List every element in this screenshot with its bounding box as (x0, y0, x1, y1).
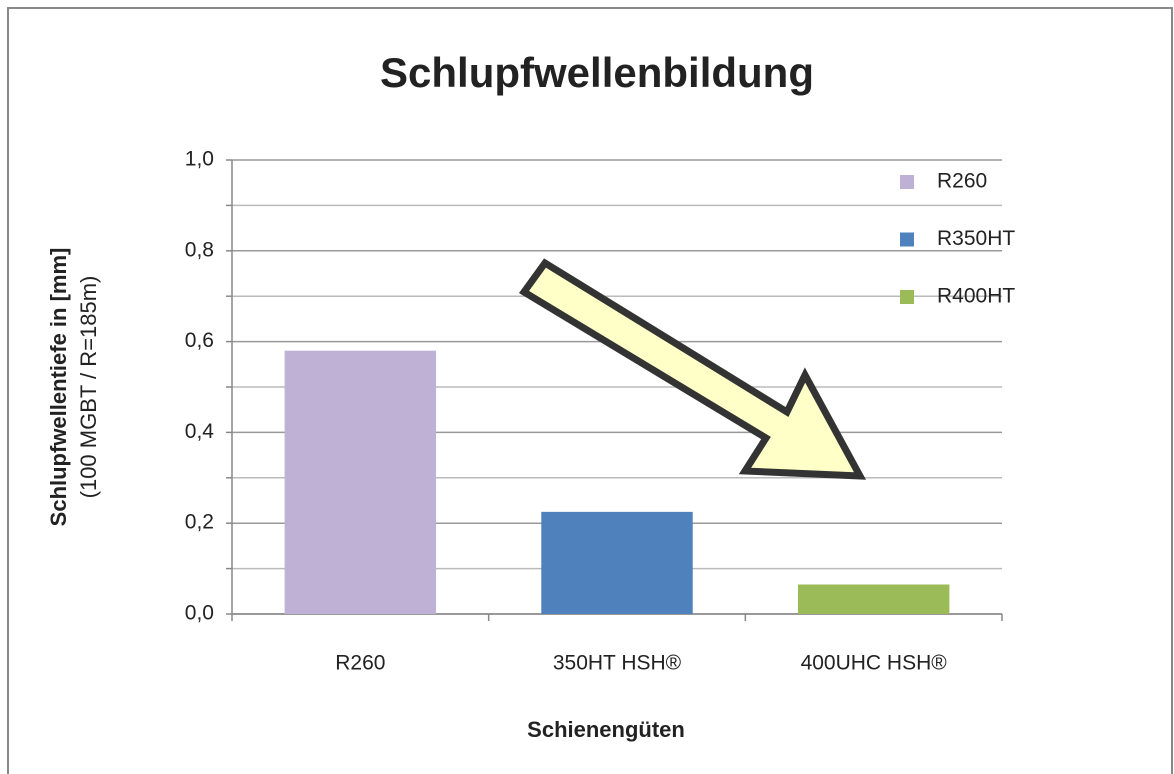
y-tick-label: 0,8 (185, 238, 214, 261)
y-tick-label: 0,4 (185, 420, 215, 443)
y-axis-label: Schlupfwellentiefe in [mm] (46, 248, 71, 527)
arrow (518, 258, 867, 480)
legend-swatch (900, 175, 914, 189)
x-tick-label: 400UHC HSH® (801, 652, 948, 675)
legend-label: R260 (937, 170, 987, 193)
chart-title: Schlupfwellenbildung (380, 49, 814, 96)
y-tick-label: 0,0 (185, 602, 214, 625)
x-tick-label: 350HT HSH® (553, 652, 682, 675)
bar (797, 584, 950, 614)
legend-swatch (900, 232, 914, 247)
y-tick-label: 0,2 (185, 511, 214, 534)
legend-label: R400HT (937, 285, 1015, 308)
bar (284, 350, 437, 614)
y-tick-label: 0,6 (185, 329, 214, 352)
chart-frame (7, 7, 1173, 774)
legend-label: R350HT (937, 227, 1015, 250)
x-axis-label: Schienengüten (527, 717, 685, 742)
x-tick-label: R260 (335, 652, 385, 675)
y-axis-sublabel: (100 MGBT / R=185m) (76, 276, 101, 499)
y-tick-label: 1,0 (185, 148, 214, 171)
legend-swatch (900, 290, 914, 304)
bar (541, 511, 693, 614)
